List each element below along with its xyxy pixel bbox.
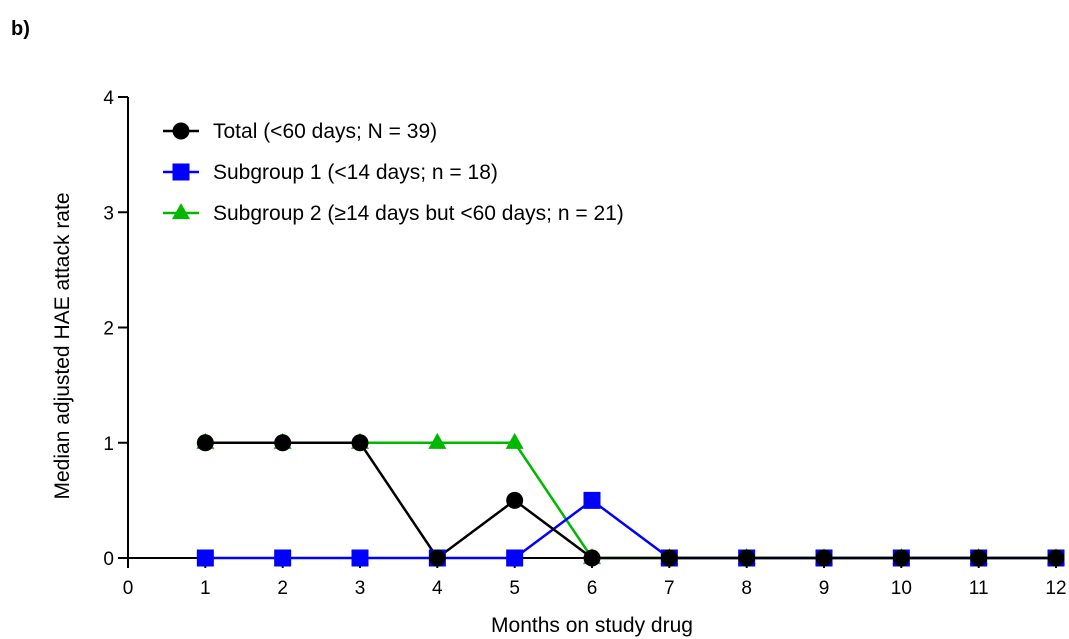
data-point-circle bbox=[815, 549, 833, 567]
x-tick-label: 0 bbox=[123, 578, 134, 599]
legend-item: Subgroup 2 (≥14 days but <60 days; n = 2… bbox=[163, 202, 624, 225]
y-tick-label: 3 bbox=[103, 203, 114, 224]
panel-label: b) bbox=[11, 18, 30, 40]
y-tick-label: 2 bbox=[103, 319, 114, 340]
x-tick-label: 5 bbox=[509, 578, 520, 599]
legend-label: Subgroup 1 (<14 days; n = 18) bbox=[213, 161, 498, 184]
data-point-circle bbox=[351, 434, 369, 452]
data-point-square bbox=[583, 491, 601, 509]
data-point-square bbox=[506, 549, 524, 567]
data-point-circle bbox=[892, 549, 910, 567]
data-point-square bbox=[196, 549, 214, 567]
legend-label: Total (<60 days; N = 39) bbox=[213, 120, 437, 143]
series-line-circle bbox=[205, 441, 1056, 560]
data-point-circle bbox=[738, 549, 756, 567]
legend-marker bbox=[172, 203, 190, 220]
data-point-square bbox=[351, 549, 369, 567]
series-lines bbox=[205, 441, 1056, 560]
data-point-circle bbox=[583, 549, 601, 567]
data-point-circle bbox=[196, 434, 214, 452]
x-tick-label: 11 bbox=[969, 578, 989, 599]
data-point-circle bbox=[660, 549, 678, 567]
data-point-triangle bbox=[505, 432, 524, 449]
x-tick-label: 10 bbox=[891, 578, 912, 599]
x-tick-label: 4 bbox=[432, 578, 443, 599]
series-line-triangle bbox=[205, 441, 1056, 560]
x-tick-label: 12 bbox=[1045, 578, 1066, 599]
x-tick-label: 6 bbox=[587, 578, 598, 599]
legend-marker bbox=[172, 163, 190, 181]
x-tick-label: 8 bbox=[741, 578, 752, 599]
x-tick-label: 2 bbox=[277, 578, 288, 599]
x-tick-label: 7 bbox=[664, 578, 675, 599]
x-tick-label: 1 bbox=[200, 578, 211, 599]
data-point-triangle bbox=[428, 432, 447, 449]
y-axis-title: Median adjusted HAE attack rate bbox=[51, 192, 74, 499]
data-point-circle bbox=[428, 549, 446, 567]
data-point-circle bbox=[970, 549, 988, 567]
data-point-circle bbox=[274, 434, 292, 452]
data-point-circle bbox=[506, 491, 524, 509]
legend-item: Total (<60 days; N = 39) bbox=[163, 120, 437, 143]
series-markers bbox=[196, 432, 1065, 567]
data-point-square bbox=[274, 549, 292, 567]
x-tick-label: 3 bbox=[355, 578, 366, 599]
y-tick-label: 0 bbox=[103, 549, 114, 570]
x-axis-title: Months on study drug bbox=[491, 614, 693, 637]
series-line-square bbox=[205, 498, 1056, 560]
legend-label: Subgroup 2 (≥14 days but <60 days; n = 2… bbox=[213, 202, 624, 225]
legend-item: Subgroup 1 (<14 days; n = 18) bbox=[163, 161, 498, 184]
x-tick-label: 9 bbox=[819, 578, 830, 599]
legend-marker bbox=[172, 122, 190, 140]
legend: Total (<60 days; N = 39) Subgroup 1 (<14 … bbox=[163, 120, 624, 225]
y-tick-label: 4 bbox=[103, 88, 114, 109]
data-point-circle bbox=[1047, 549, 1065, 567]
y-tick-label: 1 bbox=[103, 434, 114, 455]
